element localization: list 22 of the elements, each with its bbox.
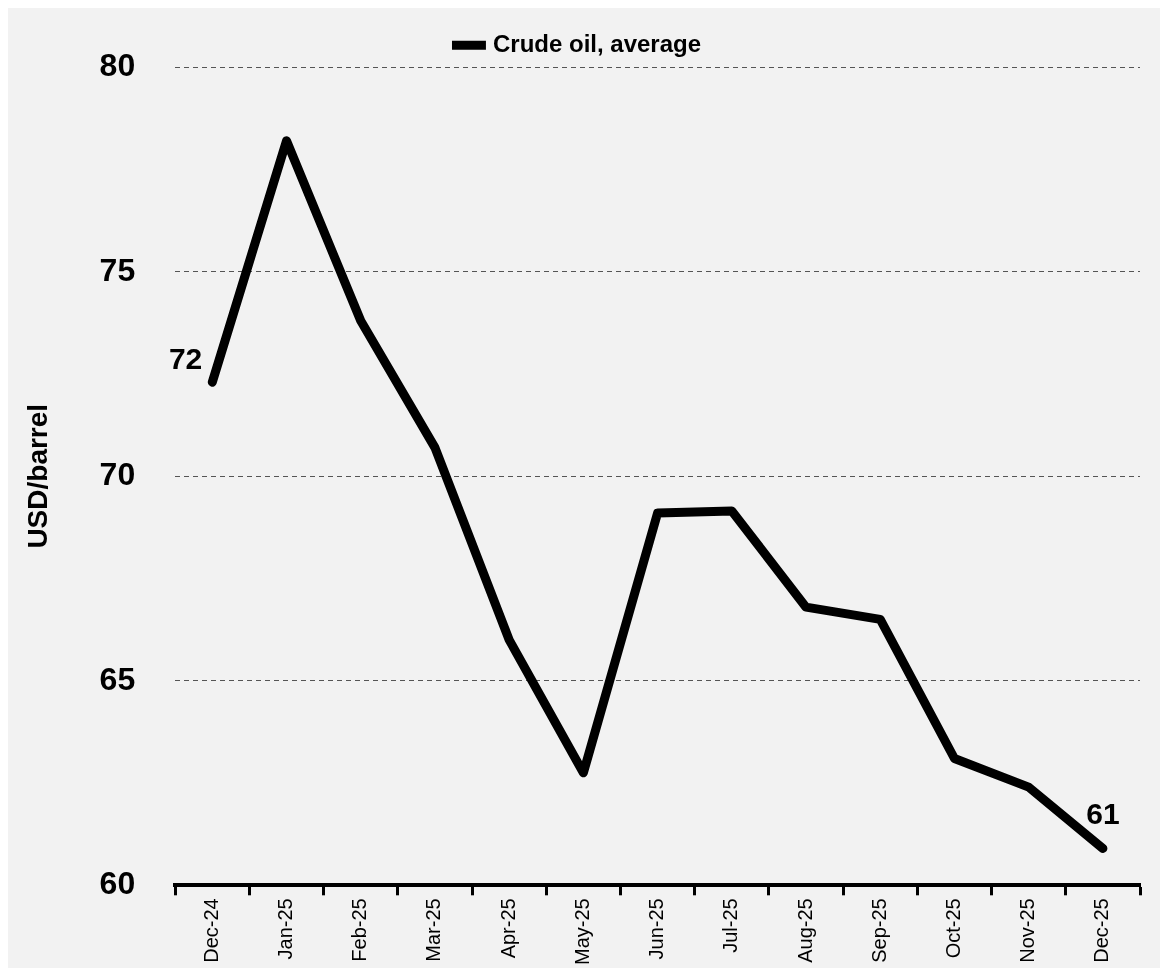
y-tick-label: 60 (99, 865, 136, 902)
x-tick-label: Aug-25 (793, 898, 816, 963)
y-tick-label: 70 (99, 456, 136, 493)
data-label: 72 (168, 342, 203, 376)
x-tick-label: Sep-25 (867, 898, 890, 963)
x-tick-label: Mar-25 (422, 898, 445, 962)
x-tick-label: Jul-25 (719, 898, 742, 953)
x-tick-label: Dec-24 (199, 898, 222, 963)
x-tick-label: Nov-25 (1016, 898, 1039, 963)
x-tick-label: Oct-25 (941, 898, 964, 959)
x-tick-label: Feb-25 (348, 898, 371, 962)
x-tick-label: Dec-25 (1090, 898, 1113, 963)
y-tick-label: 75 (99, 251, 136, 288)
data-label: 61 (1086, 796, 1120, 830)
y-tick-label: 65 (99, 660, 136, 697)
y-axis-title: USD/barrel (21, 403, 53, 549)
x-tick-label: Jan-25 (274, 898, 297, 960)
x-tick-label: Apr-25 (496, 898, 519, 959)
legend-label: Crude oil, average (492, 29, 702, 57)
x-tick-label: May-25 (570, 898, 593, 966)
x-tick-label: Jun-25 (645, 898, 668, 960)
y-tick-label: 80 (99, 47, 136, 84)
